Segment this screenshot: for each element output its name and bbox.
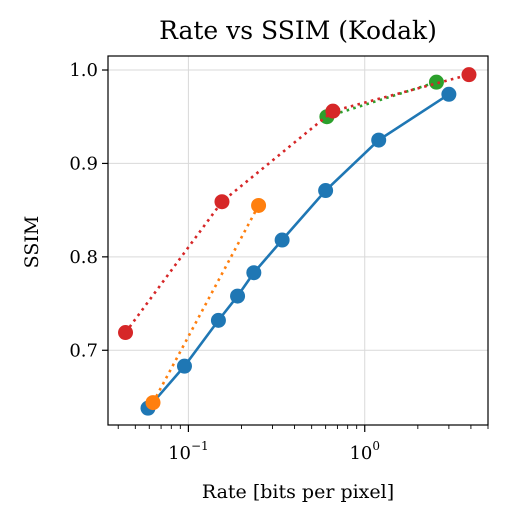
series-line — [151, 204, 260, 404]
data-point — [461, 67, 477, 83]
series-line — [147, 93, 450, 410]
data-point — [318, 183, 334, 199]
data-point — [441, 86, 457, 102]
series-line — [326, 80, 437, 118]
data-point — [118, 325, 134, 341]
y-tick-label: 0.8 — [69, 247, 98, 268]
series-layer — [118, 67, 477, 416]
data-point — [210, 312, 226, 328]
series-1 — [140, 86, 457, 416]
series-2 — [145, 197, 267, 411]
data-point — [176, 358, 192, 374]
x-tick-label: 10−1 — [168, 439, 209, 464]
data-point — [325, 103, 341, 119]
data-point — [230, 288, 246, 304]
y-tick-label: 1.0 — [69, 60, 98, 81]
grid-lines — [108, 56, 488, 425]
y-tick-label: 0.7 — [69, 340, 98, 361]
data-point — [214, 194, 230, 210]
y-axis-label: SSIM — [21, 216, 43, 269]
y-axis: 0.7 0.8 0.9 1.0 — [69, 60, 108, 361]
x-axis-label: Rate [bits per pixel] — [202, 481, 394, 503]
y-tick-label: 0.9 — [69, 153, 98, 174]
series-4 — [118, 67, 477, 341]
data-point — [274, 232, 290, 248]
x-tick-label: 100 — [349, 439, 380, 464]
plot-frame — [107, 55, 489, 426]
chart-title: Rate vs SSIM (Kodak) — [159, 16, 437, 45]
data-point — [428, 74, 444, 90]
data-point — [371, 132, 387, 148]
x-axis: 10−1 100 — [117, 425, 489, 464]
series-3 — [319, 74, 444, 125]
data-point — [145, 395, 161, 411]
data-point — [251, 197, 267, 213]
data-point — [246, 265, 262, 281]
